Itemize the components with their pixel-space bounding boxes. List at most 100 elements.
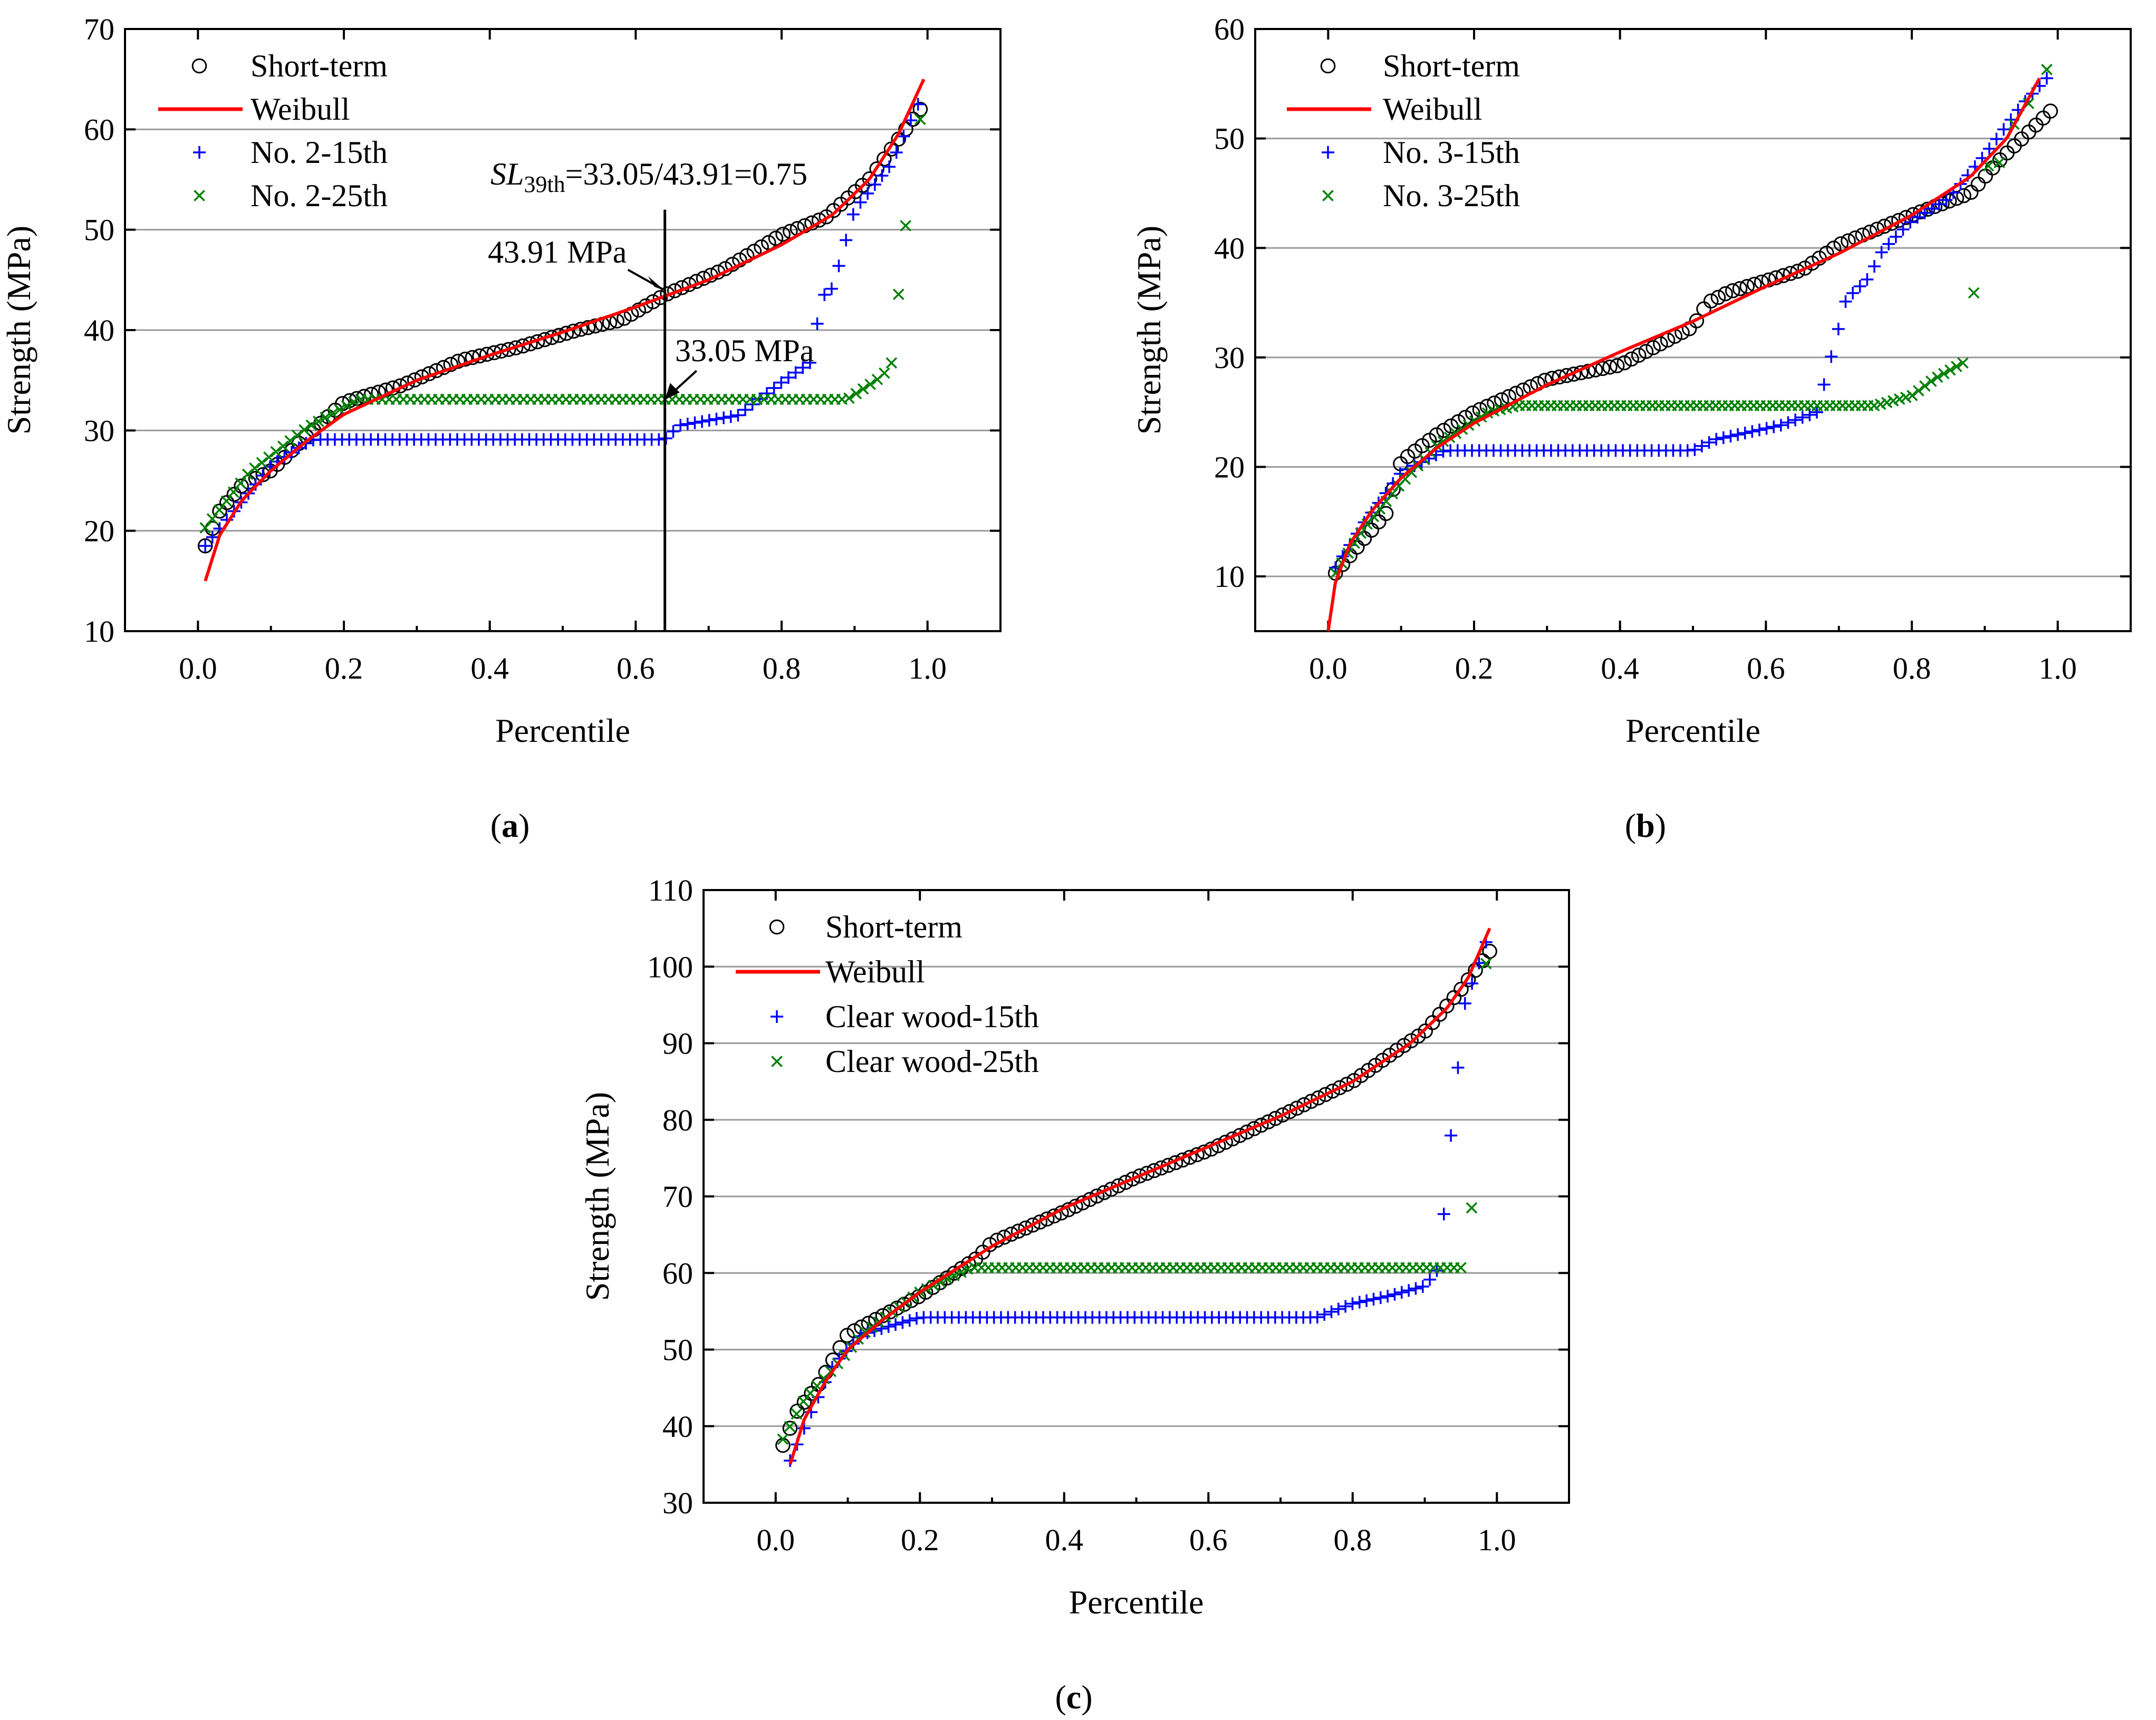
data-point-15th [897, 130, 910, 143]
data-point-15th [1803, 408, 1816, 421]
data-point-25th [1994, 157, 2005, 169]
data-point-short-term [197, 538, 213, 554]
y-tick-label: 90 [662, 1027, 693, 1061]
data-point-15th [1458, 997, 1471, 1010]
data-point-25th [857, 383, 869, 395]
data-point-15th [771, 1010, 783, 1023]
y-tick-label: 20 [1214, 450, 1245, 485]
data-point-15th [2004, 113, 2017, 126]
annotation-upper: 43.91 MPa [488, 235, 627, 269]
data-point-25th [1322, 190, 1334, 201]
data-point-15th [1925, 202, 1938, 215]
data-point-short-term [342, 393, 358, 409]
data-point-15th [767, 381, 781, 394]
data-point-short-term [1949, 190, 1965, 206]
data-point-15th [1374, 1291, 1387, 1305]
data-point-15th [1990, 132, 2003, 146]
data-point-15th [681, 418, 694, 431]
data-point-25th [771, 1056, 783, 1067]
data-point-short-term [1339, 1077, 1355, 1092]
data-point-15th [846, 208, 860, 221]
data-point-short-term [1616, 355, 1632, 371]
data-point-short-term [1275, 1107, 1291, 1123]
legend: Short-term Weibull No. 3-15th No. 3-25th [1287, 49, 1520, 213]
data-point-short-term [1732, 281, 1748, 296]
x-tick-label: 0.2 [325, 651, 363, 685]
data-point-short-term [191, 58, 207, 74]
x-tick-label: 0.4 [470, 651, 509, 685]
legend-label: Clear wood-25th [825, 1044, 1039, 1079]
legend-label: Clear wood-15th [825, 999, 1039, 1034]
data-point-25th [843, 392, 855, 404]
panel-c: 0.0 0.2 0.4 0.6 0.8 1.0 30 40 50 60 70 80 90 100 110 Pe… [579, 873, 1570, 1716]
data-point-15th [811, 317, 824, 331]
data-point-15th [1904, 216, 1917, 229]
y-tick-label: 60 [662, 1256, 693, 1290]
legend-label: Short-term [825, 910, 962, 944]
data-point-15th [1445, 1129, 1458, 1142]
data-point-short-term [1320, 58, 1336, 74]
data-point-short-term [877, 151, 892, 167]
data-point-15th [1875, 246, 1888, 259]
data-point-25th [2041, 63, 2053, 75]
data-point-25th [859, 1326, 871, 1338]
data-point-short-term [1725, 283, 1740, 298]
data-point-15th [1360, 1294, 1373, 1307]
legend: Short-term Weibull Clear wood-15th Clear wo… [736, 910, 1039, 1079]
data-point-short-term [1332, 1080, 1348, 1096]
data-point-short-term [1609, 358, 1625, 373]
data-point-15th [883, 160, 896, 173]
x-tick-label: 1.0 [2038, 651, 2077, 685]
data-point-15th [789, 366, 802, 379]
data-point-short-term [912, 101, 928, 117]
annotation-formula: SL39th=33.05/43.91=0.75 [490, 157, 807, 197]
y-tick-label: 40 [1214, 231, 1245, 265]
x-tick-label: 0.8 [1334, 1523, 1372, 1557]
y-axis-title: Strength (MPa) [1130, 226, 1168, 434]
data-point-15th [1789, 413, 1802, 427]
data-point-25th [879, 367, 890, 379]
panel-label: (a) [490, 807, 530, 844]
data-point-short-term [1638, 344, 1654, 359]
data-point-15th [1367, 1292, 1380, 1306]
data-point-15th [652, 433, 666, 446]
data-point-15th [1889, 230, 1902, 243]
data-point-15th [1810, 405, 1823, 419]
x-tick-label: 0.2 [1455, 651, 1494, 685]
data-point-short-term [450, 353, 466, 369]
data-point-short-term [1254, 1117, 1269, 1133]
data-point-15th [1774, 419, 1787, 432]
data-point-25th [284, 435, 296, 447]
data-point-15th [1451, 1061, 1465, 1074]
data-point-15th [840, 234, 853, 247]
data-point-15th [1832, 323, 1845, 336]
data-point-15th [717, 411, 730, 424]
data-point-15th [1311, 1310, 1324, 1323]
data-point-short-term [1482, 943, 1497, 959]
data-point-short-term [1118, 1175, 1133, 1190]
data-point-25th [1906, 390, 1918, 401]
x-tick-label: 0.0 [1309, 651, 1348, 685]
arrow-lower-head [665, 383, 680, 400]
data-point-short-term [1494, 392, 1509, 408]
data-point-15th [206, 530, 219, 544]
data-point-25th [249, 462, 261, 474]
data-point-15th [667, 425, 680, 438]
data-point-25th [914, 113, 926, 125]
y-tick-label: 100 [647, 950, 693, 984]
data-point-25th [341, 400, 353, 412]
data-point-short-term [1602, 359, 1618, 375]
x-tick-label: 0.6 [1189, 1523, 1228, 1557]
data-point-25th [326, 408, 339, 420]
data-point-short-term [1268, 1110, 1283, 1126]
data-point-15th [803, 356, 816, 369]
data-point-15th [710, 412, 723, 426]
x-tick-label: 1.0 [908, 651, 947, 685]
data-point-short-term [1739, 278, 1755, 294]
data-point-short-term [1941, 193, 1957, 209]
data-point-25th [199, 522, 211, 534]
data-point-15th [1796, 411, 1809, 424]
data-point-15th [1738, 427, 1751, 440]
data-point-short-term [1289, 1100, 1305, 1116]
data-point-15th [1437, 1207, 1450, 1221]
